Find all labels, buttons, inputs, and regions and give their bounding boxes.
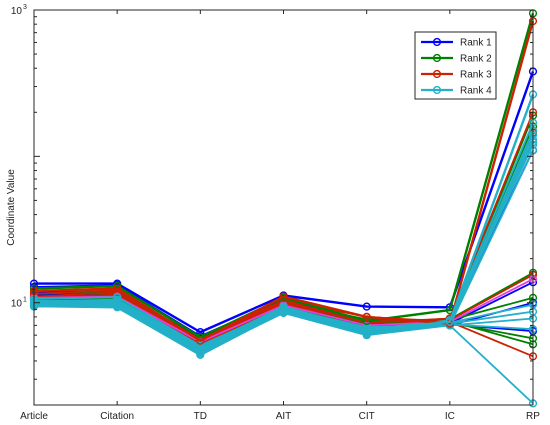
series-rank-point <box>113 303 122 312</box>
x-tick-label: CIT <box>359 411 375 422</box>
axis-ticks <box>33 9 534 406</box>
series-rank-line <box>33 20 535 342</box>
legend-swatch-marker <box>432 53 442 63</box>
legend-box <box>414 31 497 100</box>
legend-swatch-marker <box>432 85 442 95</box>
legend-item: Rank 3 <box>421 70 492 81</box>
series-rank-point <box>113 284 122 293</box>
series-rank-point <box>362 326 371 335</box>
series-rank-line <box>33 93 535 357</box>
legend-item: Rank 4 <box>421 86 492 97</box>
y-axis-label: Coordinate Value <box>6 169 17 246</box>
series-rank-point <box>445 317 454 326</box>
legend-swatch-marker <box>432 69 442 79</box>
legend: Rank 1 Rank 2 Rank 3 Rank 4 <box>414 31 497 100</box>
legend-label: Rank 4 <box>460 86 492 97</box>
series-rank-point <box>196 328 205 337</box>
x-tick-label: Article <box>20 411 48 422</box>
legend-label: Rank 3 <box>460 70 492 81</box>
series-rank-point <box>362 312 371 322</box>
series-rank-point <box>362 302 371 311</box>
x-tick-label: AIT <box>276 411 292 422</box>
y-tick-label-exponent: 1 <box>23 297 27 304</box>
x-tick-label: TD <box>194 411 207 422</box>
x-tick-label: RP <box>526 411 540 422</box>
x-tick-label: IC <box>445 411 455 422</box>
series-rank-point <box>196 336 205 345</box>
y-tick-label-exponent: 3 <box>23 4 27 11</box>
series-rank-point <box>279 292 288 301</box>
y-tick-label: 10 <box>11 299 23 310</box>
series-rank-point <box>279 307 288 316</box>
legend-label: Rank 1 <box>460 38 492 49</box>
legend-label: Rank 2 <box>460 54 492 65</box>
data-line-point <box>362 331 371 340</box>
legend-item: Rank 2 <box>421 54 492 65</box>
x-tick-label: Citation <box>100 411 134 422</box>
legend-item: Rank 1 <box>421 38 492 49</box>
series-rank-point <box>196 350 205 360</box>
legend-swatch-marker <box>432 37 442 47</box>
y-tick-label: 10 <box>11 6 23 17</box>
x-tick-labels: Article Citation TD AIT CIT IC RP <box>20 411 540 422</box>
